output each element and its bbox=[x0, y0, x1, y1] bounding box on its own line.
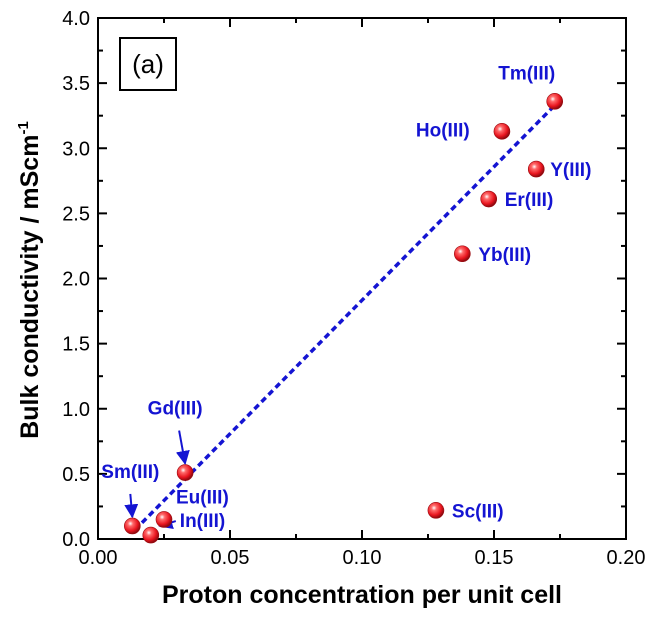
y-tick-label: 0.0 bbox=[62, 529, 90, 551]
x-tick-label: 0.15 bbox=[475, 547, 514, 569]
point-label-er-iii: Er(III) bbox=[505, 190, 554, 211]
y-tick-label: 3.0 bbox=[62, 138, 90, 160]
point-label-eu-iii: Eu(III) bbox=[176, 487, 229, 508]
y-axis-title-unit-exponent: -1 bbox=[15, 121, 32, 134]
data-point-sc-iii bbox=[427, 502, 445, 519]
point-label-y-iii: Y(III) bbox=[550, 160, 591, 181]
data-points bbox=[124, 93, 564, 544]
point-label-sc-iii: Sc(III) bbox=[452, 501, 504, 522]
x-tick-label: 0.00 bbox=[79, 547, 118, 569]
y-axis-ticks: 0.0 0.5 1.0 1.5 2.0 2.5 3.0 3.5 4.0 bbox=[62, 8, 626, 551]
data-point-sm-iii bbox=[124, 517, 141, 535]
point-label-tm-iii: Tm(III) bbox=[498, 63, 555, 84]
point-labels: Tm(III) Ho(III) Y(III) Er(III) Yb(III) Sc(III… bbox=[101, 63, 591, 532]
data-point-gd-iii bbox=[176, 464, 194, 481]
label-arrow-gd-iii bbox=[175, 430, 190, 465]
point-label-in-iii: In(III) bbox=[180, 511, 225, 532]
y-axis-title-main: Bulk conductivity / mScm bbox=[16, 135, 44, 439]
data-point-yb-iii bbox=[454, 245, 471, 263]
label-arrow-sm-iii bbox=[124, 493, 139, 519]
y-tick-label: 2.0 bbox=[62, 269, 90, 291]
y-tick-label: 4.0 bbox=[62, 8, 90, 30]
plot-frame bbox=[97, 17, 627, 540]
x-tick-label: 0.05 bbox=[211, 547, 250, 569]
panel-label: (a) bbox=[132, 49, 164, 79]
data-point-er-iii bbox=[480, 190, 498, 208]
data-point-eu-iii bbox=[155, 511, 173, 528]
x-axis-ticks: 0.00 0.05 0.10 0.15 0.20 bbox=[79, 18, 646, 569]
data-point-tm-iii bbox=[546, 93, 564, 110]
y-tick-label: 1.5 bbox=[62, 334, 90, 356]
y-tick-label: 1.0 bbox=[62, 399, 90, 421]
x-tick-label: 0.20 bbox=[607, 547, 646, 569]
point-label-sm-iii: Sm(III) bbox=[101, 462, 159, 483]
x-axis-title: Proton concentration per unit cell bbox=[162, 581, 562, 609]
linear-fit-line bbox=[133, 101, 559, 532]
data-point-in-iii bbox=[142, 526, 160, 544]
point-label-gd-iii: Gd(III) bbox=[148, 399, 203, 420]
y-axis-title: Bulk conductivity / mScm-1 bbox=[15, 121, 44, 439]
panel-label-box bbox=[119, 37, 177, 91]
x-tick-label: 0.10 bbox=[343, 547, 382, 569]
y-tick-label: 2.5 bbox=[62, 203, 90, 225]
data-point-y-iii bbox=[527, 160, 545, 178]
y-tick-label: 0.5 bbox=[62, 464, 90, 486]
point-label-yb-iii: Yb(III) bbox=[478, 245, 531, 266]
y-tick-label: 3.5 bbox=[62, 73, 90, 95]
data-point-ho-iii bbox=[493, 123, 511, 140]
point-label-ho-iii: Ho(III) bbox=[416, 120, 470, 141]
